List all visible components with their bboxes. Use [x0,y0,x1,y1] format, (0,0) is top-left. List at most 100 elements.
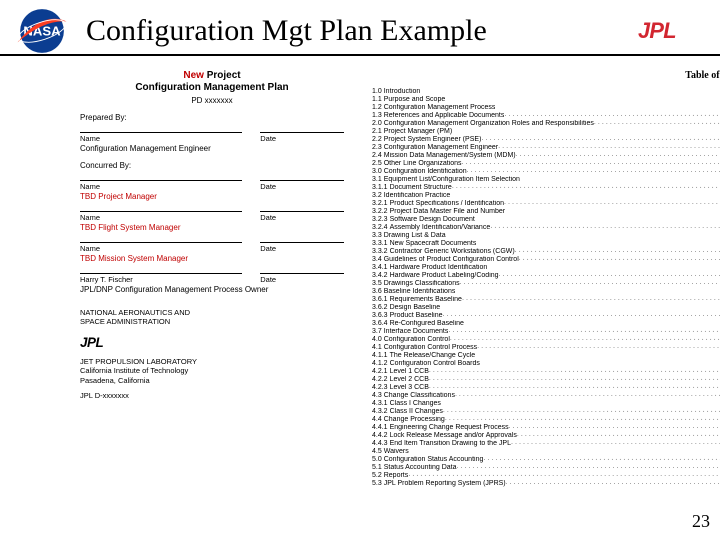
toc-number: 3.4 [372,256,382,264]
signature-block-1: Name Date Configuration Management Engin… [80,132,344,153]
toc-dot-leader: ········································… [504,112,720,120]
toc-text: Drawings Classifications [382,280,460,288]
toc-text: Hardware Product Labeling/Coding [388,272,499,280]
signature-name-line [80,132,242,133]
toc-dot-leader: ········································… [462,296,720,304]
toc-number: 1.2 [372,104,382,112]
date-label: Date [260,134,344,143]
toc-number: 5.0 [372,456,382,464]
toc-text: Assembly Identification/Variance [388,224,491,232]
toc-number: 2.3 [372,144,382,152]
toc-number: 4.0 [372,336,382,344]
toc-text: Contractor Generic Workstations (CGW) [388,248,515,256]
toc-dot-leader: ········································… [429,376,720,384]
date-label: Date [260,213,344,222]
owner-name: Harry T. Fischer [80,275,242,284]
signature-lines [80,132,344,133]
toc-text: Software Design Document [388,216,475,224]
toc-row: 5.2 Reports·····························… [372,472,720,480]
signature-block-5: Harry T. Fischer Date JPL/DNP Configurat… [80,273,344,294]
toc-text: Configuration Management Organization Ro… [382,120,594,128]
toc-row: 1.2 Configuration Management Process····… [372,104,720,112]
slide-container: NASA Configuration Mgt Plan Example JPL … [0,0,720,540]
toc-text: Engineering Change Request Process [388,424,509,432]
toc-row: 3.1.1 Document Structure················… [372,184,720,192]
toc-row: 5.3 JPL Problem Reporting System (JPRS)·… [372,480,720,488]
toc-text: Level 1 CCB [388,368,429,376]
toc-number: 4.4 [372,416,382,424]
toc-row: 3.6.1 Requirements Baseline·············… [372,296,720,304]
toc-dot-leader: ········································… [450,336,720,344]
toc-row: 4.2.3 Level 3 CCB·······················… [372,384,720,392]
toc-row: 1.3 References and Applicable Documents·… [372,112,720,120]
svg-text:JPL: JPL [80,335,103,350]
toc-row: 2.5 Other Line Organizations············… [372,160,720,168]
toc-dot-leader: ········································… [467,168,720,176]
toc-number: 2.2 [372,136,382,144]
toc-row: 2.0 Configuration Management Organizatio… [372,120,720,128]
toc-number: 3.5 [372,280,382,288]
toc-dot-leader: ········································… [517,432,720,440]
toc-row: 3.5 Drawings Classifications············… [372,280,720,288]
toc-number: 3.4.2 [372,272,388,280]
toc-dot-leader: ········································… [452,184,720,192]
toc-number: 3.6.1 [372,296,388,304]
toc-text: End Item Transition Drawing to the JPL [388,440,511,448]
toc-row: 1.1 Purpose and Scope···················… [372,96,720,104]
signature-labels: Harry T. Fischer Date [80,275,344,284]
content-area: New Project Configuration Management Pla… [0,60,720,540]
toc-row: 4.4.3 End Item Transition Drawing to the… [372,440,720,448]
toc-text: Configuration Identification [382,168,467,176]
toc-text: Product Specifications / Identification [388,200,504,208]
toc-text: Equipment List/Configuration Item Select… [382,176,520,184]
signature-lines [80,211,344,212]
signature-labels: Name Date [80,213,344,222]
toc-text: Configuration Control [382,336,450,344]
toc-number: 3.2.4 [372,224,388,232]
toc-row: 4.3.1 Class I Changes···················… [372,400,720,408]
toc-number: 3.1.1 [372,184,388,192]
toc-text: Baseline Identifications [382,288,456,296]
signature-labels: Name Date [80,244,344,253]
toc-panel: Table of Contents 1.0 Introduction······… [360,60,720,540]
cover-footer: NATIONAL AERONAUTICS AND SPACE ADMINISTR… [80,308,344,400]
toc-row: 3.7 Interface Documents·················… [372,328,720,336]
toc-dot-leader: ········································… [498,144,720,152]
toc-number: 4.1.1 [372,352,388,360]
toc-row: 3.2.4 Assembly Identification/Variance··… [372,224,720,232]
toc-number: 3.6.2 [372,304,388,312]
toc-number: 4.3.2 [372,408,388,416]
toc-number: 2.1 [372,128,382,136]
signature-name-line [80,242,242,243]
toc-number: 3.6 [372,288,382,296]
toc-row: 4.2.1 Level 1 CCB·······················… [372,368,720,376]
toc-number: 3.1 [372,176,382,184]
toc-row: 4.1.2 Configuration Control Boards······… [372,360,720,368]
role-msm: TBD Mission System Manager [80,254,344,263]
toc-number: 4.5 [372,448,382,456]
toc-number: 2.0 [372,120,382,128]
toc-number: 1.3 [372,112,382,120]
toc-dot-leader: ········································… [509,424,720,432]
toc-dot-leader: ········································… [477,344,720,352]
toc-dot-leader: ········································… [443,312,720,320]
toc-dot-leader: ········································… [457,464,720,472]
toc-row: 3.6.2 Design Baseline···················… [372,304,720,312]
toc-dot-leader: ········································… [506,480,720,488]
cover-title: New Project Configuration Management Pla… [80,70,344,94]
signature-date-line [260,273,344,274]
toc-row: 4.4 Change Processing···················… [372,416,720,424]
toc-row: 4.1 Configuration Control Process·······… [372,344,720,352]
page-number: 23 [692,511,710,532]
toc-number: 4.2.3 [372,384,388,392]
date-label: Date [260,182,344,191]
jpl-logo-small-icon: JPL [80,333,128,351]
toc-row: 4.2.2 Level 2 CCB·······················… [372,376,720,384]
role-fsm: TBD Flight System Manager [80,223,344,232]
toc-text: Level 3 CCB [388,384,429,392]
toc-row: 5.1 Status Accounting Data··············… [372,464,720,472]
toc-text: New Spacecraft Documents [388,240,477,248]
toc-text: Configuration Control Boards [388,360,480,368]
toc-text: Design Baseline [388,304,441,312]
toc-dot-leader: ········································… [408,472,720,480]
